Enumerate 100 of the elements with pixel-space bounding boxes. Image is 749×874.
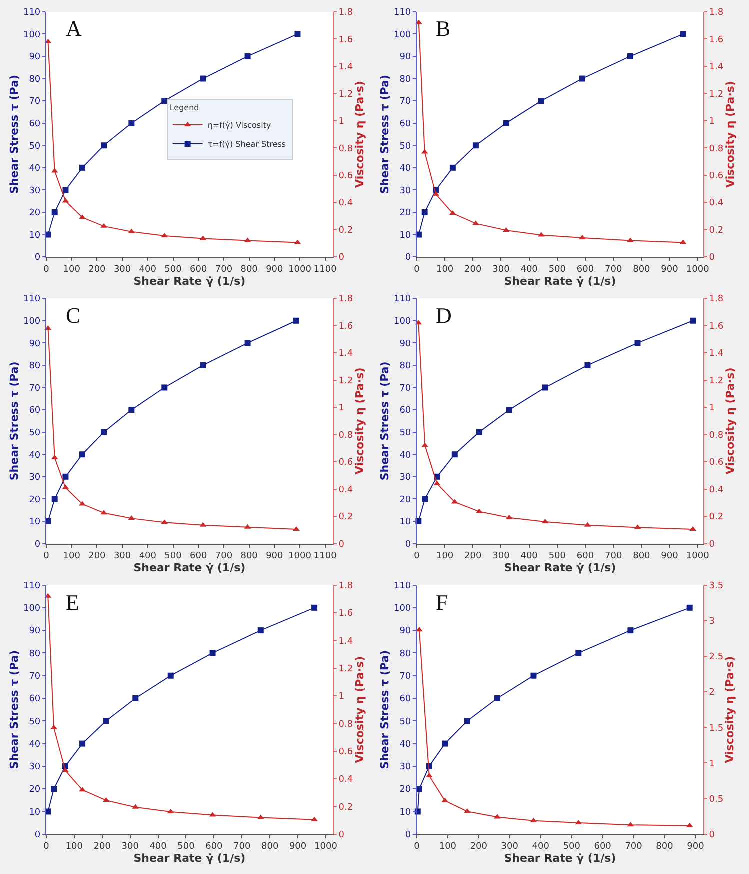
y-tick-label: 100 bbox=[394, 30, 412, 40]
point bbox=[101, 429, 108, 436]
y-tick-label: 20 bbox=[29, 208, 41, 219]
y-tick-label: 40 bbox=[29, 450, 41, 461]
x-tick-label: 200 bbox=[94, 842, 112, 852]
y2-tick-label: 0.2 bbox=[338, 802, 354, 813]
x-tick-label: 800 bbox=[656, 842, 674, 852]
y-axis-title: Shear Stress τ (Pa) bbox=[8, 362, 22, 481]
y-tick-label: 100 bbox=[23, 30, 41, 40]
legend-label: τ=f(γ̇) Shear Stress bbox=[208, 140, 286, 150]
y-tick-label: 40 bbox=[400, 740, 412, 750]
y-tick-label: 40 bbox=[29, 164, 41, 174]
y-tick-label: 90 bbox=[29, 52, 41, 63]
x-tick-label: 400 bbox=[139, 264, 157, 275]
y2-tick-label: 2.5 bbox=[709, 652, 724, 663]
point bbox=[244, 340, 251, 346]
y2-tick-label: 1.4 bbox=[709, 62, 724, 73]
y-tick-label: 110 bbox=[394, 294, 412, 305]
y2-tick-label: 0.2 bbox=[709, 512, 724, 523]
point bbox=[494, 696, 500, 702]
point bbox=[258, 628, 264, 634]
y-tick-label: 10 bbox=[400, 230, 412, 241]
y2-tick-label: 1.2 bbox=[338, 376, 354, 386]
y-tick-label: 20 bbox=[400, 495, 412, 506]
y-tick-label: 50 bbox=[29, 428, 41, 438]
x-tick-label: 300 bbox=[492, 264, 510, 275]
y-axis-title: Shear Stress τ (Pa) bbox=[8, 650, 22, 770]
x-tick-label: 500 bbox=[178, 842, 196, 852]
x-tick-label: 1100 bbox=[314, 264, 338, 275]
y-tick-label: 60 bbox=[400, 694, 412, 705]
y-tick-label: 60 bbox=[29, 120, 41, 130]
x-tick-label: 600 bbox=[190, 552, 208, 562]
x-tick-label: 400 bbox=[520, 552, 538, 562]
y2-tick-label: 1.5 bbox=[709, 724, 724, 734]
x-tick-label: 500 bbox=[563, 842, 581, 852]
x-tick-label: 800 bbox=[262, 842, 279, 852]
point bbox=[52, 496, 58, 502]
x-tick-label: 100 bbox=[63, 552, 81, 562]
point bbox=[472, 142, 479, 149]
y-tick-label: 110 bbox=[394, 8, 412, 18]
x-tick-label: 300 bbox=[114, 552, 132, 562]
point bbox=[52, 210, 58, 216]
y-tick-label: 50 bbox=[29, 717, 41, 728]
point bbox=[100, 223, 108, 228]
point bbox=[200, 76, 206, 82]
x-tick-label: 1000 bbox=[314, 842, 338, 852]
y-tick-label: 70 bbox=[29, 97, 41, 108]
chart-title: C bbox=[66, 303, 81, 328]
y-tick-label: 80 bbox=[29, 362, 41, 372]
y-tick-label: 100 bbox=[394, 317, 412, 328]
x-tick-label: 1000 bbox=[288, 264, 312, 275]
point bbox=[628, 628, 634, 634]
point bbox=[79, 164, 86, 171]
y2-tick-label: 1 bbox=[709, 404, 716, 414]
point bbox=[128, 407, 135, 414]
y2-tick-label: 0.6 bbox=[338, 172, 354, 182]
y-tick-label: 40 bbox=[400, 164, 412, 174]
y2-tick-label: 0.8 bbox=[338, 144, 354, 154]
y-tick-label: 0 bbox=[34, 253, 41, 264]
y-tick-label: 90 bbox=[400, 626, 412, 637]
y-tick-label: 60 bbox=[400, 120, 412, 130]
y2-tick-label: 1.6 bbox=[338, 35, 354, 46]
x-axis-title: Shear Rate γ̇ (1/s) bbox=[504, 562, 616, 575]
y-tick-label: 0 bbox=[405, 830, 412, 841]
y-tick-label: 90 bbox=[400, 339, 412, 350]
legend-label: η=f(γ̇) Viscosity bbox=[208, 121, 272, 130]
y2-tick-label: 1.8 bbox=[338, 581, 354, 592]
x-tick-label: 300 bbox=[501, 842, 519, 852]
y-tick-label: 100 bbox=[23, 317, 41, 328]
y2-tick-label: 1.2 bbox=[709, 90, 724, 100]
x-tick-label: 500 bbox=[548, 552, 566, 562]
point bbox=[200, 362, 206, 368]
y-axis-title: Shear Stress τ (Pa) bbox=[8, 75, 22, 194]
y2-tick-label: 1 bbox=[338, 692, 345, 702]
x-tick-label: 300 bbox=[492, 552, 510, 562]
legend-title: Legend bbox=[170, 103, 200, 112]
y2-axis-title: Viscosity η (Pa·s) bbox=[724, 368, 737, 475]
x-tick-label: 500 bbox=[548, 264, 566, 275]
chart-title: B bbox=[436, 16, 451, 41]
x-tick-label: 700 bbox=[234, 842, 251, 852]
point bbox=[422, 210, 428, 216]
point bbox=[690, 318, 696, 324]
x-tick-label: 500 bbox=[164, 264, 182, 275]
y2-tick-label: 1.8 bbox=[338, 8, 354, 18]
y2-tick-label: 1.8 bbox=[338, 294, 354, 305]
y-tick-label: 30 bbox=[400, 473, 412, 484]
x-tick-label: 200 bbox=[88, 552, 106, 562]
y-tick-label: 70 bbox=[400, 384, 412, 394]
y2-tick-label: 0 bbox=[709, 830, 716, 841]
y-tick-label: 0 bbox=[34, 540, 41, 550]
y-tick-label: 100 bbox=[23, 604, 41, 614]
y2-tick-label: 1.4 bbox=[338, 636, 354, 647]
y2-tick-label: 1.6 bbox=[709, 35, 724, 46]
x-tick-label: 400 bbox=[520, 264, 538, 275]
x-tick-label: 200 bbox=[88, 264, 106, 275]
point bbox=[442, 740, 448, 747]
point bbox=[293, 526, 300, 531]
x-tick-label: 0 bbox=[414, 264, 420, 275]
point bbox=[103, 718, 110, 724]
x-tick-label: 700 bbox=[605, 264, 622, 275]
